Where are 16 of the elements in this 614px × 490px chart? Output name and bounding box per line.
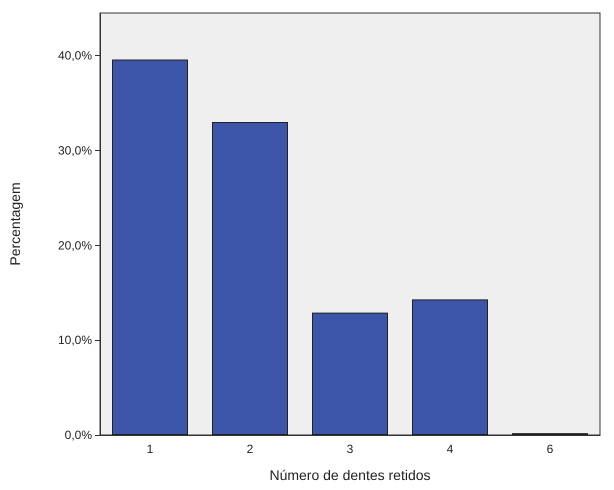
bar: [112, 59, 188, 435]
x-tick-label: 6: [546, 442, 554, 456]
x-tick-label: 4: [446, 442, 454, 456]
y-tick-label: 10,0%: [58, 333, 92, 348]
y-axis-title: Percentagem: [7, 182, 23, 266]
bar: [412, 299, 488, 435]
bar: [312, 312, 388, 435]
y-tick-label: 40,0%: [58, 48, 92, 63]
x-axis-title: Número de dentes retidos: [269, 467, 431, 483]
bar: [212, 122, 288, 435]
x-tick-label: 2: [246, 442, 254, 456]
x-tick-label: 3: [346, 442, 354, 456]
y-tick-label: 20,0%: [58, 238, 92, 252]
x-tick-label: 1: [146, 442, 154, 456]
y-tick-label: 0,0%: [64, 428, 92, 442]
y-tick-label: 30,0%: [58, 144, 92, 158]
